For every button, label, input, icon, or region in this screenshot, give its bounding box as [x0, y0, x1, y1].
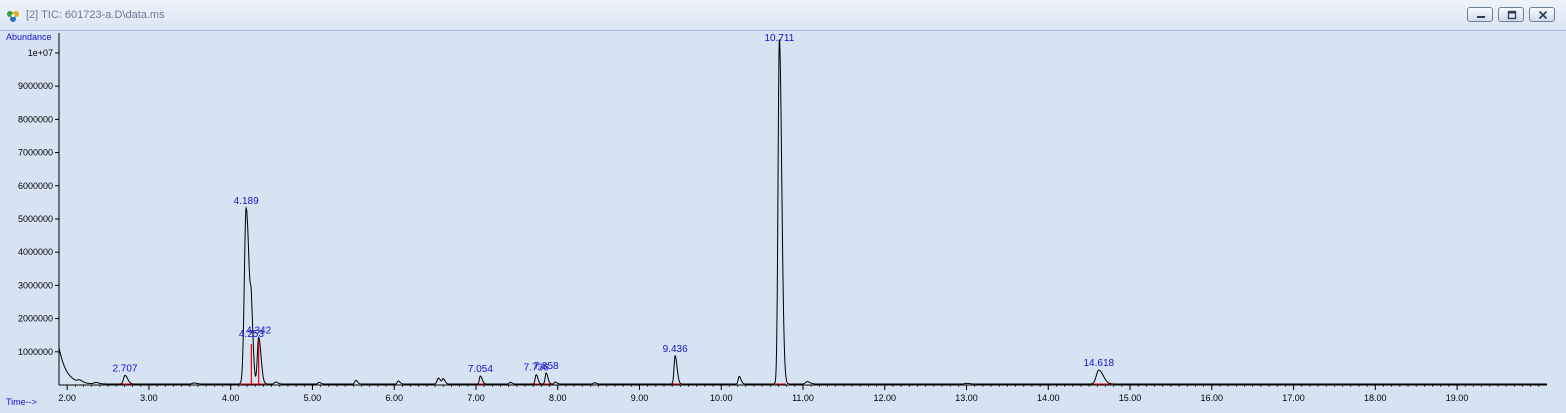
- x-tick-label: 19.00: [1446, 393, 1469, 403]
- close-button[interactable]: [1529, 7, 1555, 22]
- peak-label: 7.736: [524, 363, 549, 374]
- y-tick-label: 8000000: [18, 114, 53, 124]
- peak-label: 9.436: [663, 344, 688, 355]
- x-tick-label: 18.00: [1364, 393, 1387, 403]
- x-tick-label: 2.00: [58, 393, 76, 403]
- minimize-button[interactable]: [1467, 7, 1493, 22]
- y-tick-label: 7000000: [18, 148, 53, 158]
- x-tick-label: 5.00: [304, 393, 322, 403]
- y-tick-label: 5000000: [18, 214, 53, 224]
- x-tick-label: 7.00: [467, 393, 485, 403]
- x-tick-label: 3.00: [140, 393, 158, 403]
- peak-label: 2.707: [112, 363, 137, 374]
- peak-label: 4.189: [234, 196, 259, 207]
- peak-label: 4.253: [239, 329, 264, 340]
- title-bar[interactable]: [2] TIC: 601723-a.D\data.ms: [0, 0, 1566, 31]
- peak-label: 7.054: [468, 364, 493, 375]
- tic-series-line: [58, 39, 1547, 385]
- x-tick-label: 13.00: [955, 393, 978, 403]
- x-tick-label: 6.00: [385, 393, 403, 403]
- y-tick-label: 2000000: [18, 314, 53, 324]
- x-tick-label: 12.00: [873, 393, 896, 403]
- x-tick-label: 14.00: [1037, 393, 1060, 403]
- x-tick-label: 15.00: [1119, 393, 1142, 403]
- x-tick-label: 9.00: [631, 393, 649, 403]
- peak-label: 10.711: [764, 33, 794, 44]
- tic-trace: [58, 39, 1547, 385]
- maximize-icon: [1507, 10, 1517, 20]
- tic-chromatogram-chart[interactable]: Abundance Time--> 2.00 3.00 4.00 5.00 6.00 7.…: [2, 31, 1562, 410]
- y-tick-label: 9000000: [18, 81, 53, 91]
- x-axis-label: Time-->: [6, 397, 37, 407]
- x-tick-label: 4.00: [222, 393, 240, 403]
- y-tick-label: 1e+07: [28, 48, 53, 58]
- x-tick-label: 11.00: [792, 393, 814, 403]
- y-tick-label: 1000000: [18, 347, 53, 357]
- minimize-icon: [1477, 16, 1485, 18]
- y-tick-label: 4000000: [18, 247, 53, 257]
- x-tick-label: 17.00: [1282, 393, 1305, 403]
- x-tick-label: 16.00: [1201, 393, 1224, 403]
- y-tick-label: 6000000: [18, 181, 53, 191]
- chromatogram-app-icon: [7, 11, 19, 22]
- window-title: [2] TIC: 601723-a.D\data.ms: [26, 9, 165, 21]
- x-tick-label: 10.00: [710, 393, 733, 403]
- peak-label: 7.858: [534, 361, 559, 372]
- chart-axes: 2.00 3.00 4.00 5.00 6.00 7.00 8.00 9.00 10.00 11.…: [18, 33, 1547, 403]
- close-icon: [1538, 10, 1548, 20]
- peak-label: 14.618: [1084, 358, 1115, 369]
- y-tick-label: 3000000: [18, 280, 53, 290]
- maximize-button[interactable]: [1498, 7, 1524, 22]
- peak-label: 4.342: [246, 326, 271, 337]
- y-axis-label: Abundance: [6, 32, 52, 42]
- plot-area[interactable]: Abundance Time--> 2.00 3.00 4.00 5.00 6.00 7.…: [2, 31, 1562, 410]
- x-tick-label: 8.00: [549, 393, 567, 403]
